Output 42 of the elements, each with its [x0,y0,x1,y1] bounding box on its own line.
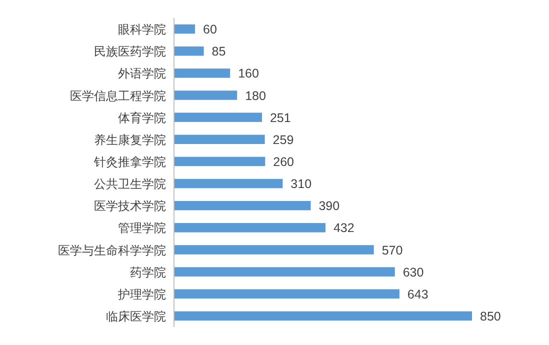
y-tick-label: 针灸推拿学院 [93,154,166,169]
data-label: 60 [203,22,217,37]
data-label: 251 [270,110,291,125]
bar [174,289,400,299]
bar [174,156,266,166]
data-label: 643 [407,287,428,302]
data-label: 630 [402,265,424,280]
y-tick-label: 医学信息工程学院 [70,88,166,103]
y-tick-label: 护理学院 [117,287,166,302]
data-label: 85 [212,44,226,59]
data-label: 850 [480,309,501,324]
bar [174,112,262,122]
y-tick-label: 体育学院 [118,110,166,125]
bar [174,267,395,276]
y-tick-label: 眼科学院 [118,22,166,37]
bar [174,178,283,188]
bar [174,245,374,254]
data-label: 570 [382,243,403,258]
data-label: 259 [272,132,294,147]
y-tick-label: 民族医药学院 [94,44,166,59]
data-label: 180 [245,88,266,103]
bar [174,134,265,144]
data-label: 432 [333,221,354,236]
y-tick-label: 医学技术学院 [94,199,166,214]
y-tick-label: 管理学院 [118,221,166,236]
y-tick-label: 药学院 [130,265,166,280]
bar [174,24,196,34]
y-tick-label: 养生康复学院 [94,132,166,147]
y-tick-label: 医学与生命科学学院 [58,243,166,258]
data-label: 310 [290,177,312,192]
y-tick-label: 外语学院 [118,66,166,81]
bar [174,200,311,210]
y-tick-label: 临床医学院 [106,309,166,324]
bar [174,223,326,232]
bar [174,46,204,56]
bar [174,90,238,100]
data-label: 160 [238,66,259,81]
y-tick-label: 公共卫生学院 [94,177,166,192]
bar [174,311,472,321]
data-label: 260 [273,154,294,169]
data-label: 390 [318,199,340,214]
bar [174,68,230,78]
